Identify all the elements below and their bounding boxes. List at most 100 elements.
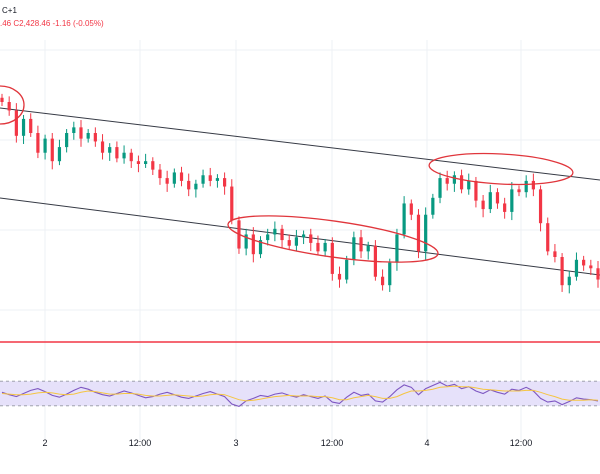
candle-body xyxy=(416,214,421,252)
candle-body xyxy=(445,178,449,184)
candle-body xyxy=(316,242,320,252)
candle-body xyxy=(158,169,162,179)
candle-body xyxy=(546,223,550,252)
candle-body xyxy=(258,240,263,255)
highlight-ellipses xyxy=(0,85,574,263)
candle-body xyxy=(366,245,370,252)
candle-body xyxy=(474,180,478,201)
candle-body xyxy=(129,152,133,162)
rsi-band xyxy=(0,381,600,406)
candle-body xyxy=(36,133,40,153)
ohlc-readout: .46 C2,428.46 -1.16 (-0.05%) xyxy=(0,19,104,28)
rsi-signal-line xyxy=(1,385,599,402)
candle-body xyxy=(574,259,579,277)
descending-channel xyxy=(0,107,600,276)
highlight-ellipse-left xyxy=(0,85,25,125)
candle-body xyxy=(29,118,33,133)
candle-body xyxy=(122,152,126,159)
candle-body xyxy=(345,259,349,280)
x-tick-label: 2 xyxy=(42,438,47,448)
candle-body xyxy=(301,234,306,238)
candle-body xyxy=(424,214,428,252)
candle-body xyxy=(151,161,155,170)
candle-body xyxy=(510,189,514,212)
channel-lower-line xyxy=(0,197,600,276)
channel-upper-line xyxy=(0,107,600,181)
candle-body xyxy=(395,234,399,263)
candle-body xyxy=(467,180,471,190)
candle-body xyxy=(330,242,334,274)
candles xyxy=(0,93,600,294)
candle-body xyxy=(388,262,392,286)
candle-body xyxy=(187,180,191,190)
candle-body xyxy=(93,133,97,142)
candle-body xyxy=(323,242,327,252)
candle-body xyxy=(201,175,205,184)
candle-body xyxy=(215,178,220,181)
candle-body xyxy=(194,183,198,190)
highlight-ellipse-middle xyxy=(227,215,439,263)
candle-body xyxy=(459,175,464,190)
highlight-ellipse-right xyxy=(428,152,574,186)
candle-body xyxy=(72,127,76,133)
candle-body xyxy=(244,234,248,249)
candle-body xyxy=(65,133,69,148)
candle-body xyxy=(50,138,54,162)
candle-body xyxy=(144,161,148,164)
candle-body xyxy=(409,203,413,215)
candle-body xyxy=(431,197,435,215)
grid-lines xyxy=(0,40,600,440)
candle-body xyxy=(273,228,277,235)
candle-body xyxy=(136,161,141,164)
candle-body xyxy=(438,178,442,198)
candle-body xyxy=(452,175,456,184)
candle-body xyxy=(57,147,62,162)
candle-body xyxy=(495,192,500,204)
symbol-fragment: C+1 xyxy=(2,6,17,15)
candle-body xyxy=(79,127,83,139)
candle-body xyxy=(531,180,535,190)
candle-body xyxy=(402,203,406,235)
candle-body xyxy=(251,234,255,255)
candle-body xyxy=(0,97,4,102)
candle-body xyxy=(481,200,485,210)
candle-body xyxy=(86,133,90,139)
candle-body xyxy=(14,110,18,136)
candle-body xyxy=(21,118,26,136)
candle-body xyxy=(115,147,119,159)
x-tick-label: 12:00 xyxy=(321,438,344,448)
candle-body xyxy=(337,273,342,280)
candle-body xyxy=(560,257,564,286)
candle-body xyxy=(43,138,47,153)
candle-body xyxy=(287,240,291,246)
candle-body xyxy=(108,147,112,153)
candle-body xyxy=(582,259,586,266)
rsi-panel xyxy=(0,380,600,408)
candle-body xyxy=(596,268,600,280)
candle-body xyxy=(172,172,176,184)
candle-body xyxy=(517,189,521,193)
x-tick-label: 12:00 xyxy=(510,438,533,448)
candle-body xyxy=(352,237,356,260)
candle-body xyxy=(359,237,363,252)
candle-body xyxy=(538,189,543,224)
candle-body xyxy=(589,265,593,269)
candle-body xyxy=(503,203,507,212)
x-tick-label: 3 xyxy=(233,438,238,448)
candle-body xyxy=(266,234,270,241)
candle-body xyxy=(100,141,105,153)
x-tick-label: 12:00 xyxy=(129,438,152,448)
candle-body xyxy=(553,251,557,257)
candle-body xyxy=(223,178,227,187)
candle-body xyxy=(488,192,492,210)
candle-body xyxy=(208,175,212,181)
candle-body xyxy=(309,234,313,243)
candle-body xyxy=(567,276,571,286)
candle-body xyxy=(7,102,11,111)
candle-body xyxy=(179,172,184,181)
candle-body xyxy=(280,228,284,241)
candle-body xyxy=(380,276,385,286)
x-tick-label: 4 xyxy=(424,438,429,448)
